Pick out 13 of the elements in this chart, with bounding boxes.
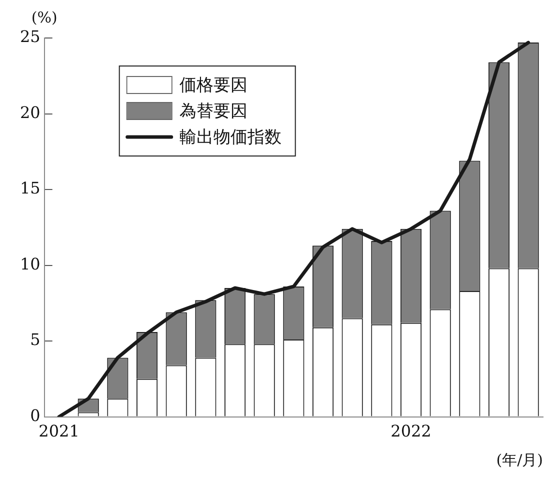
- x-tick-label: 2022: [390, 422, 432, 441]
- y-tick-label: 25: [20, 27, 40, 46]
- x-axis-title: (年/月): [496, 450, 543, 469]
- y-tick-label: 5: [30, 330, 40, 350]
- y-axis-title: (%): [31, 8, 58, 26]
- legend-label: 価格要因: [179, 75, 248, 96]
- x-tick-label: 2021: [38, 422, 80, 441]
- y-tick-label: 0: [30, 406, 40, 425]
- legend-label: 輸出物価指数: [179, 127, 282, 148]
- y-tick-label: 10: [20, 254, 40, 274]
- y-tick-label: 20: [20, 102, 40, 122]
- y-tick-label: 15: [20, 178, 40, 198]
- legend-label: 為替要因: [179, 101, 248, 122]
